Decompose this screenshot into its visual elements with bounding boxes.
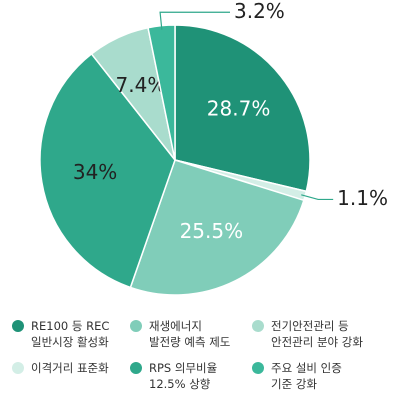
value-label: 3.2% bbox=[234, 0, 285, 23]
legend-item: 주요 설비 인증 기준 강화 bbox=[252, 360, 392, 402]
legend-item: 재생에너지 발전량 예측 제도 bbox=[130, 318, 252, 360]
value-label: 25.5% bbox=[180, 219, 244, 243]
legend-swatch bbox=[130, 362, 142, 374]
legend-item: 이격거리 표준화 bbox=[12, 360, 130, 402]
legend-label: RE100 등 REC 일반시장 활성화 bbox=[31, 319, 110, 349]
chart: 28.7%1.1%25.5%34%7.4%3.2% bbox=[39, 0, 388, 296]
value-label: 34% bbox=[73, 160, 117, 184]
legend-label: RPS 의무비율 12.5% 상향 bbox=[149, 361, 218, 391]
leader-line bbox=[159, 11, 230, 30]
legend-item: RPS 의무비율 12.5% 상향 bbox=[130, 360, 252, 402]
legend-label: 재생에너지 발전량 예측 제도 bbox=[149, 319, 231, 349]
legend-swatch bbox=[252, 362, 264, 374]
pie-slice bbox=[129, 159, 305, 296]
legend-swatch bbox=[130, 320, 142, 332]
leader-line bbox=[301, 194, 334, 201]
value-label: 1.1% bbox=[337, 186, 388, 210]
value-label: 28.7% bbox=[207, 96, 271, 120]
legend-label: 전기안전관리 등 안전관리 분야 강화 bbox=[271, 319, 363, 349]
legend-label: 이격거리 표준화 bbox=[31, 361, 109, 375]
legend-swatch bbox=[12, 320, 24, 332]
legend-swatch bbox=[252, 320, 264, 332]
legend-swatch bbox=[12, 362, 24, 374]
legend-item: 전기안전관리 등 안전관리 분야 강화 bbox=[252, 318, 392, 360]
legend-item: RE100 등 REC 일반시장 활성화 bbox=[12, 318, 130, 360]
pie-slice bbox=[174, 24, 311, 193]
legend-label: 주요 설비 인증 기준 강화 bbox=[271, 361, 342, 391]
pie-slice bbox=[39, 52, 176, 289]
